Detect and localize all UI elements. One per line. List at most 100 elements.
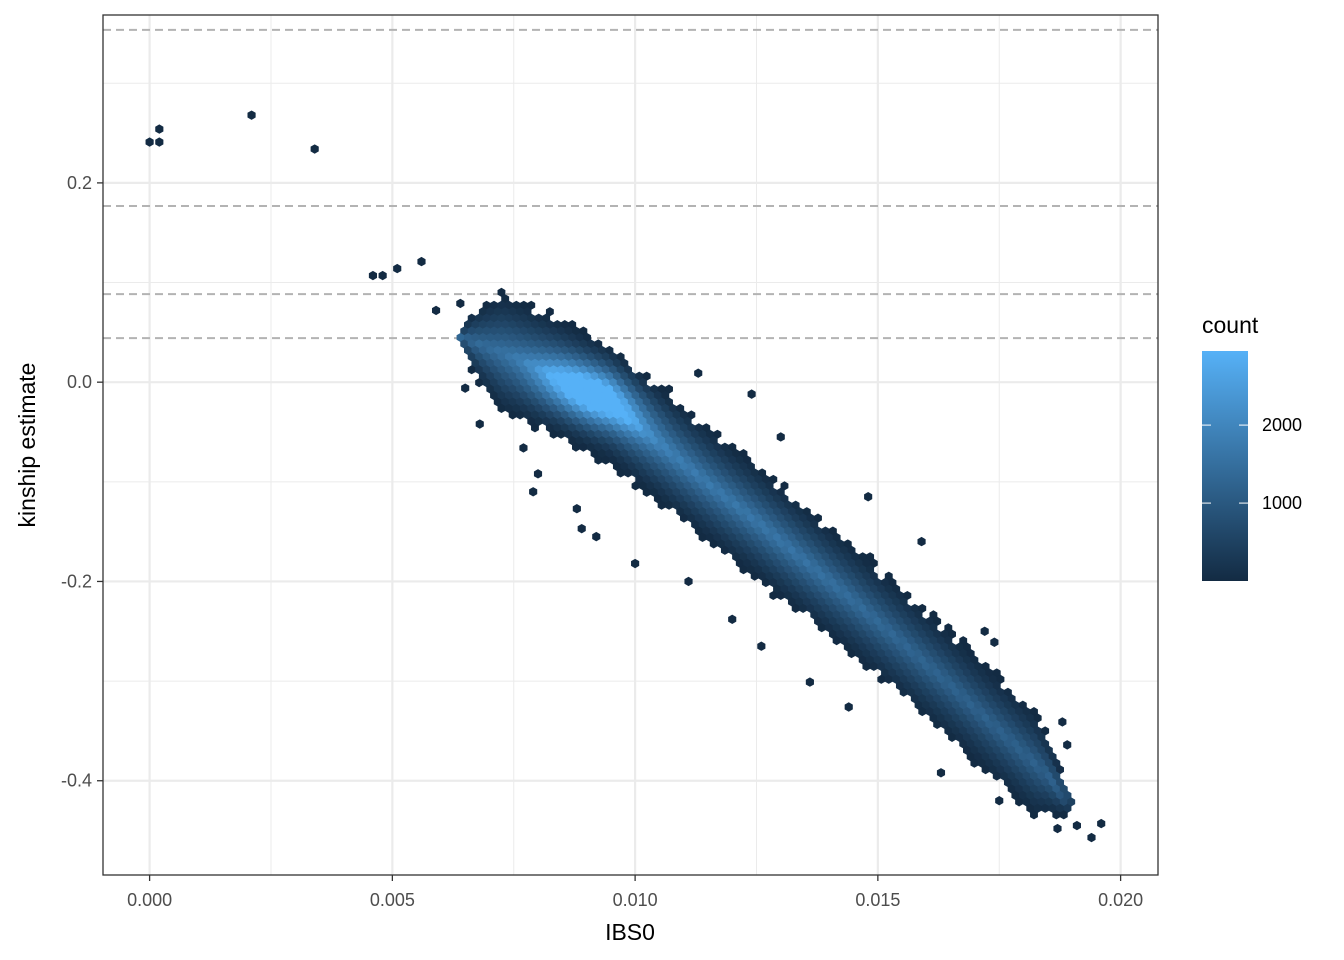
hex-cell bbox=[657, 449, 666, 459]
hex-cell bbox=[1015, 707, 1024, 717]
hex-cell bbox=[668, 494, 677, 504]
hex-cell bbox=[661, 455, 670, 465]
hex-cell bbox=[1052, 758, 1061, 768]
hex-cell bbox=[895, 668, 904, 678]
hex-cell bbox=[739, 513, 748, 523]
hex-cell bbox=[832, 571, 841, 581]
hex-cell bbox=[1030, 758, 1038, 768]
hex-cell bbox=[687, 449, 696, 459]
hex-cell bbox=[564, 378, 573, 388]
hex-cell bbox=[691, 442, 700, 452]
hex-cell bbox=[668, 455, 677, 465]
hex-cell bbox=[579, 352, 588, 362]
y-axis-title: kinship estimate bbox=[14, 363, 40, 528]
hex-cell bbox=[706, 455, 714, 465]
hex-cell bbox=[620, 436, 629, 446]
hex-cell bbox=[877, 597, 886, 607]
hex-cell bbox=[735, 455, 744, 465]
hex-cell bbox=[1015, 732, 1024, 742]
hex-cell bbox=[985, 681, 994, 691]
hex-cell bbox=[694, 500, 703, 510]
hex-cell bbox=[974, 687, 983, 697]
hex-cell bbox=[519, 378, 528, 388]
hex-cell bbox=[676, 481, 685, 491]
hex-cell bbox=[1007, 758, 1016, 768]
hex-cell bbox=[620, 449, 629, 459]
y-tick-label: -0.2 bbox=[61, 571, 92, 591]
hex-cell bbox=[802, 571, 811, 581]
hex-cell bbox=[747, 474, 755, 484]
hex-cell bbox=[572, 416, 580, 426]
hex-cell bbox=[1026, 713, 1035, 723]
x-tick-label: 0.010 bbox=[613, 890, 658, 910]
hex-cell bbox=[817, 558, 826, 568]
hex-cell bbox=[996, 765, 1005, 775]
hex-cell bbox=[925, 694, 934, 704]
hex-cell bbox=[560, 371, 569, 381]
hex-cell bbox=[970, 655, 979, 665]
hex-cell bbox=[761, 565, 770, 575]
hex-cell bbox=[765, 507, 774, 517]
hex-cell bbox=[624, 442, 633, 452]
hex-cell bbox=[1018, 765, 1027, 775]
hex-cell bbox=[504, 391, 513, 401]
hex-cell bbox=[728, 532, 737, 542]
hex-cell bbox=[974, 661, 983, 671]
hex-cell bbox=[493, 332, 502, 343]
hex-cell bbox=[534, 416, 543, 426]
hex-cell bbox=[702, 513, 711, 523]
hex-cell bbox=[1003, 739, 1012, 749]
hex-cell bbox=[799, 590, 808, 601]
hex-cell bbox=[821, 526, 830, 536]
hex-cell bbox=[609, 365, 618, 375]
hex-cell bbox=[706, 532, 714, 542]
hex-cell bbox=[840, 558, 848, 568]
hex-cell bbox=[1026, 726, 1035, 736]
hex-cell bbox=[806, 590, 815, 601]
hex-cell bbox=[1022, 745, 1031, 755]
hex-cell bbox=[743, 468, 752, 478]
hex-cell bbox=[698, 494, 707, 504]
hex-cell bbox=[702, 449, 711, 459]
hex-cell bbox=[668, 429, 677, 439]
hex-cell bbox=[944, 661, 953, 671]
hex-cell bbox=[989, 713, 997, 723]
hex-cell bbox=[724, 500, 733, 510]
hex-cell bbox=[534, 352, 543, 362]
hex-cell bbox=[497, 313, 506, 323]
hex-cell bbox=[1000, 707, 1009, 717]
hex-cell bbox=[836, 629, 845, 639]
hex-cell bbox=[497, 300, 506, 310]
hex-cell bbox=[985, 758, 994, 768]
hex-cell bbox=[899, 674, 908, 684]
hex-cell bbox=[996, 726, 1005, 736]
hex-cell bbox=[814, 539, 822, 549]
hex-cell bbox=[650, 461, 659, 472]
hex-cell bbox=[557, 339, 565, 349]
hex-cell bbox=[910, 642, 919, 652]
hex-cell bbox=[1033, 803, 1042, 813]
hex-cell bbox=[709, 487, 718, 497]
hex-cell bbox=[955, 694, 964, 704]
hex-cell bbox=[970, 745, 979, 755]
hex-cell bbox=[668, 481, 677, 491]
hex-cell bbox=[970, 719, 979, 730]
hex-cell bbox=[627, 371, 636, 381]
hex-cell bbox=[810, 545, 819, 555]
hex-cell bbox=[955, 719, 964, 730]
hex-cell bbox=[847, 571, 856, 581]
hex-cell bbox=[776, 590, 785, 601]
hex-cell bbox=[691, 494, 700, 504]
hex-cell bbox=[460, 326, 469, 336]
hex-cell bbox=[810, 610, 819, 620]
hex-cell bbox=[951, 726, 960, 736]
hex-cell bbox=[598, 423, 606, 433]
hex-cell bbox=[940, 694, 949, 704]
hex-cell bbox=[810, 597, 819, 607]
hex-cell bbox=[933, 707, 942, 717]
hex-cell bbox=[970, 707, 979, 717]
hex-cell bbox=[925, 642, 934, 652]
hex-cell bbox=[1022, 797, 1031, 807]
hex-cell bbox=[709, 449, 718, 459]
hex-cell bbox=[679, 436, 688, 446]
